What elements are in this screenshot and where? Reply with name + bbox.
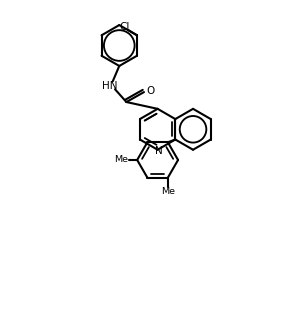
Text: N: N <box>155 146 163 156</box>
Text: Cl: Cl <box>120 22 130 32</box>
Text: O: O <box>146 86 154 96</box>
Text: HN: HN <box>102 81 117 91</box>
Text: Me: Me <box>114 156 129 165</box>
Text: Me: Me <box>161 186 175 196</box>
